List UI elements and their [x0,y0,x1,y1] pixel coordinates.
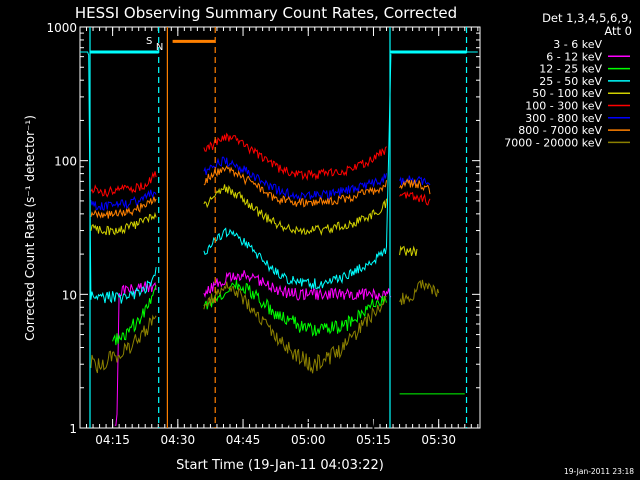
y-axis-label: Corrected Count Rate (s⁻¹ detector⁻¹) [23,115,37,341]
y-tick-label: 10 [62,288,77,302]
legend-label: 300 - 800 keV [525,112,602,125]
series-line [90,184,418,257]
x-tick-label: 04:45 [226,433,261,447]
series-line [203,333,392,433]
series-line [90,165,431,219]
flag-s-label: S [146,36,152,47]
plot-frame [79,26,481,429]
series-line [112,279,465,395]
chart-title: HESSI Observing Summary Count Rates, Cor… [75,4,457,22]
legend-label: 50 - 100 keV [532,87,602,100]
legend-label: 100 - 300 keV [525,100,602,113]
plot-border [79,26,481,429]
series-line [114,270,392,426]
y-tick-label: 1000 [46,21,77,35]
legend-label: 12 - 25 keV [539,63,602,76]
x-tick-label: 04:30 [161,433,196,447]
legend-header-line-1: Det 1,3,4,5,6,9, [542,11,632,25]
legend-label: 6 - 12 keV [546,50,602,63]
y-tick-label: 100 [54,155,77,169]
footer-timestamp: 19-Jan-2011 23:18 [564,467,634,476]
legend-label: 800 - 7000 keV [518,124,602,137]
legend-label: 3 - 6 keV [553,38,602,51]
x-axis-label: Start Time (19-Jan-11 04:03:22) [176,458,384,473]
legend-label: 25 - 50 keV [539,75,602,88]
series-line [90,156,431,211]
legend-header-line-2: Att 0 [604,24,632,38]
x-tick-label: 05:00 [291,433,326,447]
flag-n-label: N [156,42,163,53]
x-axis: 04:15 04:30 04:45 05:00 05:15 05:30 [86,27,479,447]
series-line [90,132,431,206]
plot-area: SN [80,27,478,433]
x-tick-label: 05:15 [356,433,391,447]
x-tick-label: 04:15 [95,433,130,447]
series-line [90,279,440,374]
y-axis: 1 10 100 1000 [46,21,480,436]
x-tick-label: 05:30 [421,433,456,447]
legend-label: 7000 - 20000 keV [504,136,602,149]
y-tick-label: 1 [69,422,77,436]
